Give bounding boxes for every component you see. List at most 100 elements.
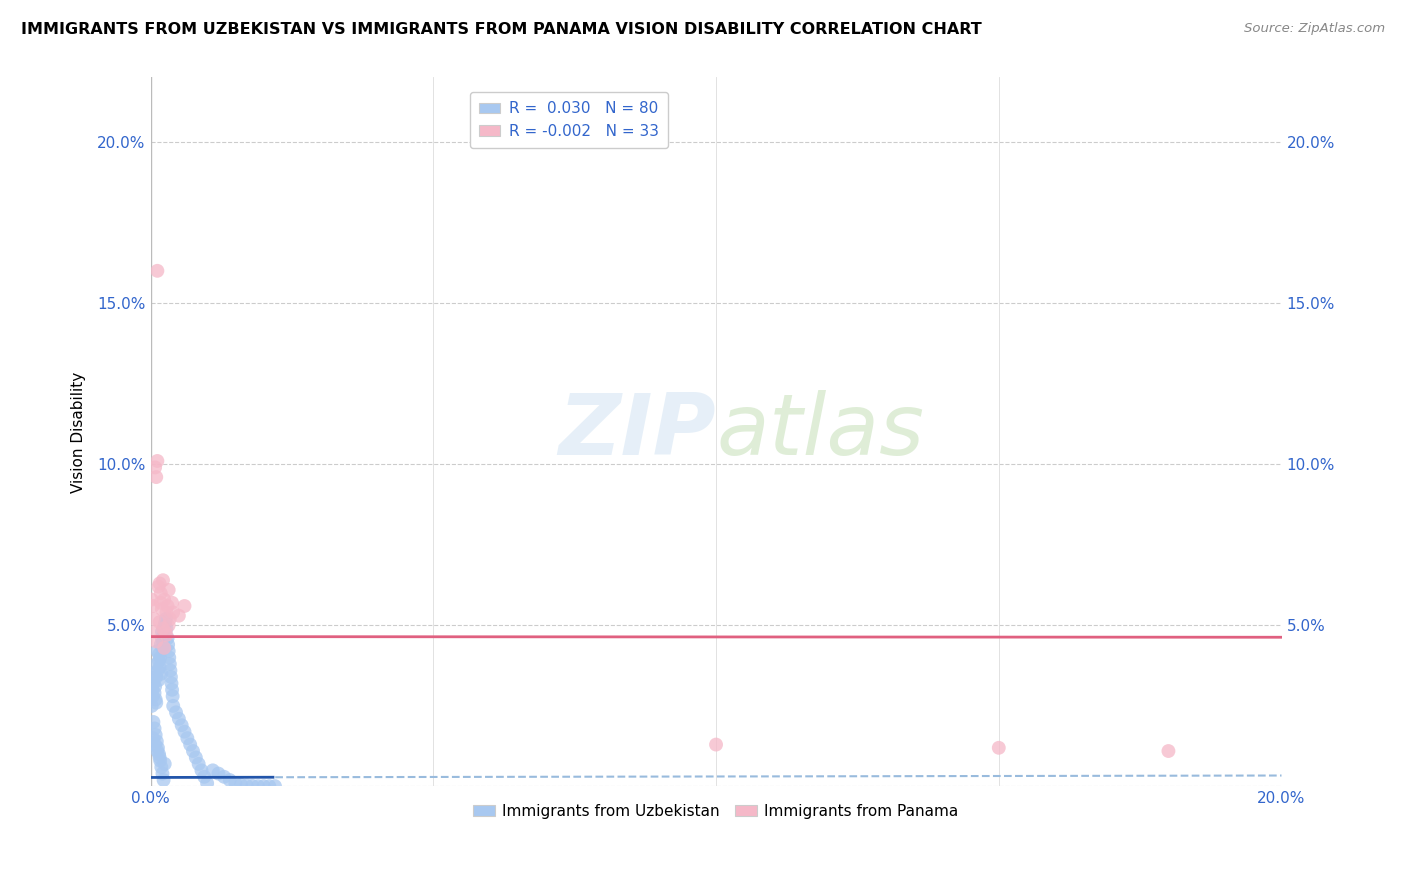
Point [155, 628, 177, 642]
Point [143, 738, 166, 752]
Point [143, 460, 166, 475]
Point [187, 756, 209, 771]
Point [146, 264, 169, 278]
Point [153, 592, 176, 607]
Point [142, 599, 165, 613]
Point [1157, 744, 1180, 758]
Legend: Immigrants from Uzbekistan, Immigrants from Panama: Immigrants from Uzbekistan, Immigrants f… [467, 797, 965, 825]
Point [143, 624, 166, 639]
Point [155, 615, 177, 629]
Point [218, 772, 240, 787]
Point [160, 682, 183, 697]
Point [149, 596, 172, 610]
Point [153, 622, 176, 636]
Point [162, 606, 184, 620]
Point [146, 744, 169, 758]
Point [152, 628, 174, 642]
Point [157, 650, 180, 665]
Point [142, 714, 165, 729]
Point [159, 657, 181, 671]
Point [146, 644, 169, 658]
Point [160, 676, 183, 690]
Point [145, 692, 167, 706]
Point [150, 631, 173, 645]
Point [149, 586, 172, 600]
Point [152, 622, 174, 636]
Point [146, 657, 169, 671]
Point [157, 644, 180, 658]
Point [149, 750, 172, 764]
Point [176, 731, 198, 746]
Point [162, 690, 184, 704]
Point [170, 718, 193, 732]
Point [150, 602, 173, 616]
Point [153, 618, 176, 632]
Point [156, 599, 179, 613]
Point [141, 682, 163, 697]
Text: Source: ZipAtlas.com: Source: ZipAtlas.com [1244, 22, 1385, 36]
Point [145, 470, 167, 484]
Point [195, 776, 218, 790]
Point [145, 634, 167, 648]
Point [153, 756, 176, 771]
Point [179, 738, 201, 752]
Point [142, 731, 165, 746]
Point [159, 612, 181, 626]
Point [143, 666, 166, 681]
Point [142, 676, 165, 690]
Point [173, 724, 195, 739]
Point [212, 770, 235, 784]
Point [704, 738, 727, 752]
Point [145, 670, 167, 684]
Point [156, 631, 179, 645]
Point [247, 779, 270, 793]
Point [141, 698, 163, 713]
Point [145, 728, 167, 742]
Text: IMMIGRANTS FROM UZBEKISTAN VS IMMIGRANTS FROM PANAMA VISION DISABILITY CORRELATI: IMMIGRANTS FROM UZBEKISTAN VS IMMIGRANTS… [21, 22, 981, 37]
Point [141, 592, 163, 607]
Point [235, 779, 257, 793]
Point [148, 747, 170, 762]
Point [146, 454, 169, 468]
Point [162, 698, 184, 713]
Point [143, 686, 166, 700]
Point [149, 650, 172, 665]
Point [155, 624, 177, 639]
Point [987, 740, 1010, 755]
Point [184, 750, 207, 764]
Point [152, 766, 174, 780]
Point [229, 778, 252, 792]
Point [149, 638, 172, 652]
Text: atlas: atlas [716, 391, 924, 474]
Point [148, 648, 170, 662]
Point [253, 779, 276, 793]
Point [143, 612, 166, 626]
Point [165, 706, 187, 720]
Point [201, 764, 224, 778]
Point [240, 779, 263, 793]
Point [155, 622, 177, 636]
Point [207, 766, 229, 780]
Point [167, 712, 190, 726]
Point [143, 722, 166, 736]
Point [149, 660, 172, 674]
Point [152, 640, 174, 655]
Point [146, 664, 169, 678]
Point [146, 734, 169, 748]
Point [148, 654, 170, 668]
Point [153, 640, 176, 655]
Point [152, 634, 174, 648]
Point [152, 573, 174, 587]
Y-axis label: Vision Disability: Vision Disability [72, 371, 86, 492]
Point [150, 760, 173, 774]
Point [160, 596, 183, 610]
Point [264, 779, 287, 793]
Point [146, 740, 169, 755]
Point [160, 670, 183, 684]
Point [181, 744, 204, 758]
Text: ZIP: ZIP [558, 391, 716, 474]
Point [224, 776, 246, 790]
Point [150, 624, 173, 639]
Point [190, 764, 212, 778]
Point [148, 673, 170, 687]
